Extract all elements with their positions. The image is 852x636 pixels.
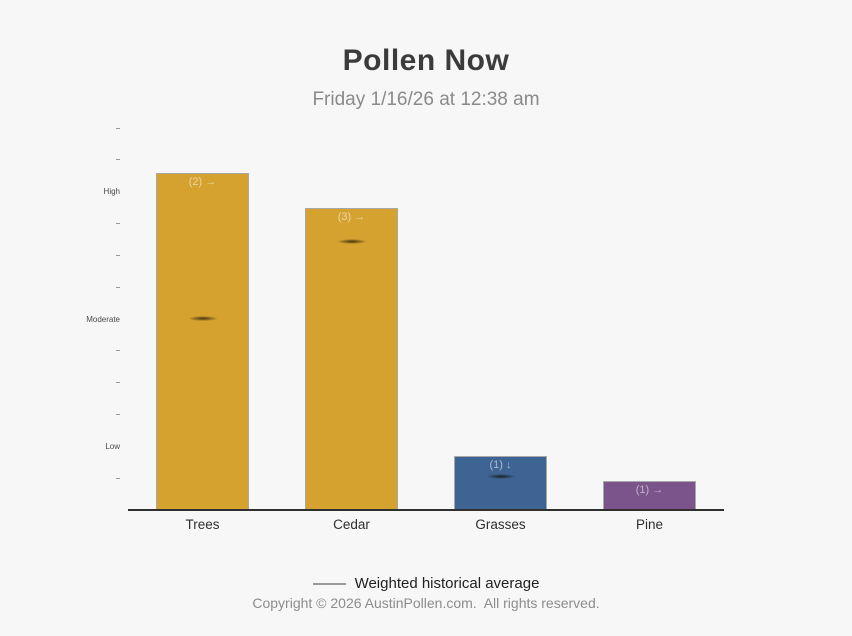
bar-cedar[interactable]: (3) → (305, 207, 398, 510)
y-axis-tick (116, 159, 120, 161)
bar-trees[interactable]: (2) → (156, 172, 249, 510)
y-axis-tick (116, 350, 120, 352)
bar-pine[interactable]: (1) → (603, 481, 696, 510)
y-axis-label-low: Low (105, 441, 120, 451)
y-axis-tick (116, 414, 120, 415)
bar-value-label-trees: (2) → (188, 175, 217, 188)
x-axis-label-pine: Pine (635, 517, 664, 532)
y-axis-label-high: High (103, 187, 120, 197)
x-axis-label-cedar: Cedar (333, 517, 370, 532)
bar-value-label-grasses: (1) ↓ (489, 458, 512, 471)
y-axis-tick (116, 477, 120, 479)
x-axis-label-trees: Trees (185, 517, 220, 532)
y-axis-tick (116, 223, 120, 224)
copyright-text: Copyright © 2026 AustinPollen.com. All r… (252, 595, 600, 611)
y-axis-tick (116, 382, 120, 384)
historical-average-marker-grasses (485, 474, 516, 480)
bar-value-label-cedar: (3) → (337, 210, 366, 223)
bar-value-label-pine: (1) → (635, 484, 664, 497)
legend-label: Weighted historical average (354, 575, 540, 592)
y-axis-label-moderate: Moderate (86, 314, 120, 324)
x-axis-label-grasses: Grasses (475, 517, 526, 532)
historical-average-marker-trees (187, 315, 218, 321)
chart-legend: Weighted historical average (0, 575, 852, 592)
legend-line-swatch (312, 582, 346, 585)
y-axis-tick (116, 254, 120, 256)
y-axis-tick (116, 127, 120, 129)
y-axis-tick (116, 286, 120, 288)
bar-grasses[interactable]: (1) ↓ (454, 455, 547, 510)
page-title: Pollen Now (342, 44, 510, 77)
page-subtitle: Friday 1/16/26 at 12:38 am (312, 89, 540, 110)
x-axis-line (128, 509, 724, 511)
historical-average-marker-cedar (336, 238, 367, 244)
